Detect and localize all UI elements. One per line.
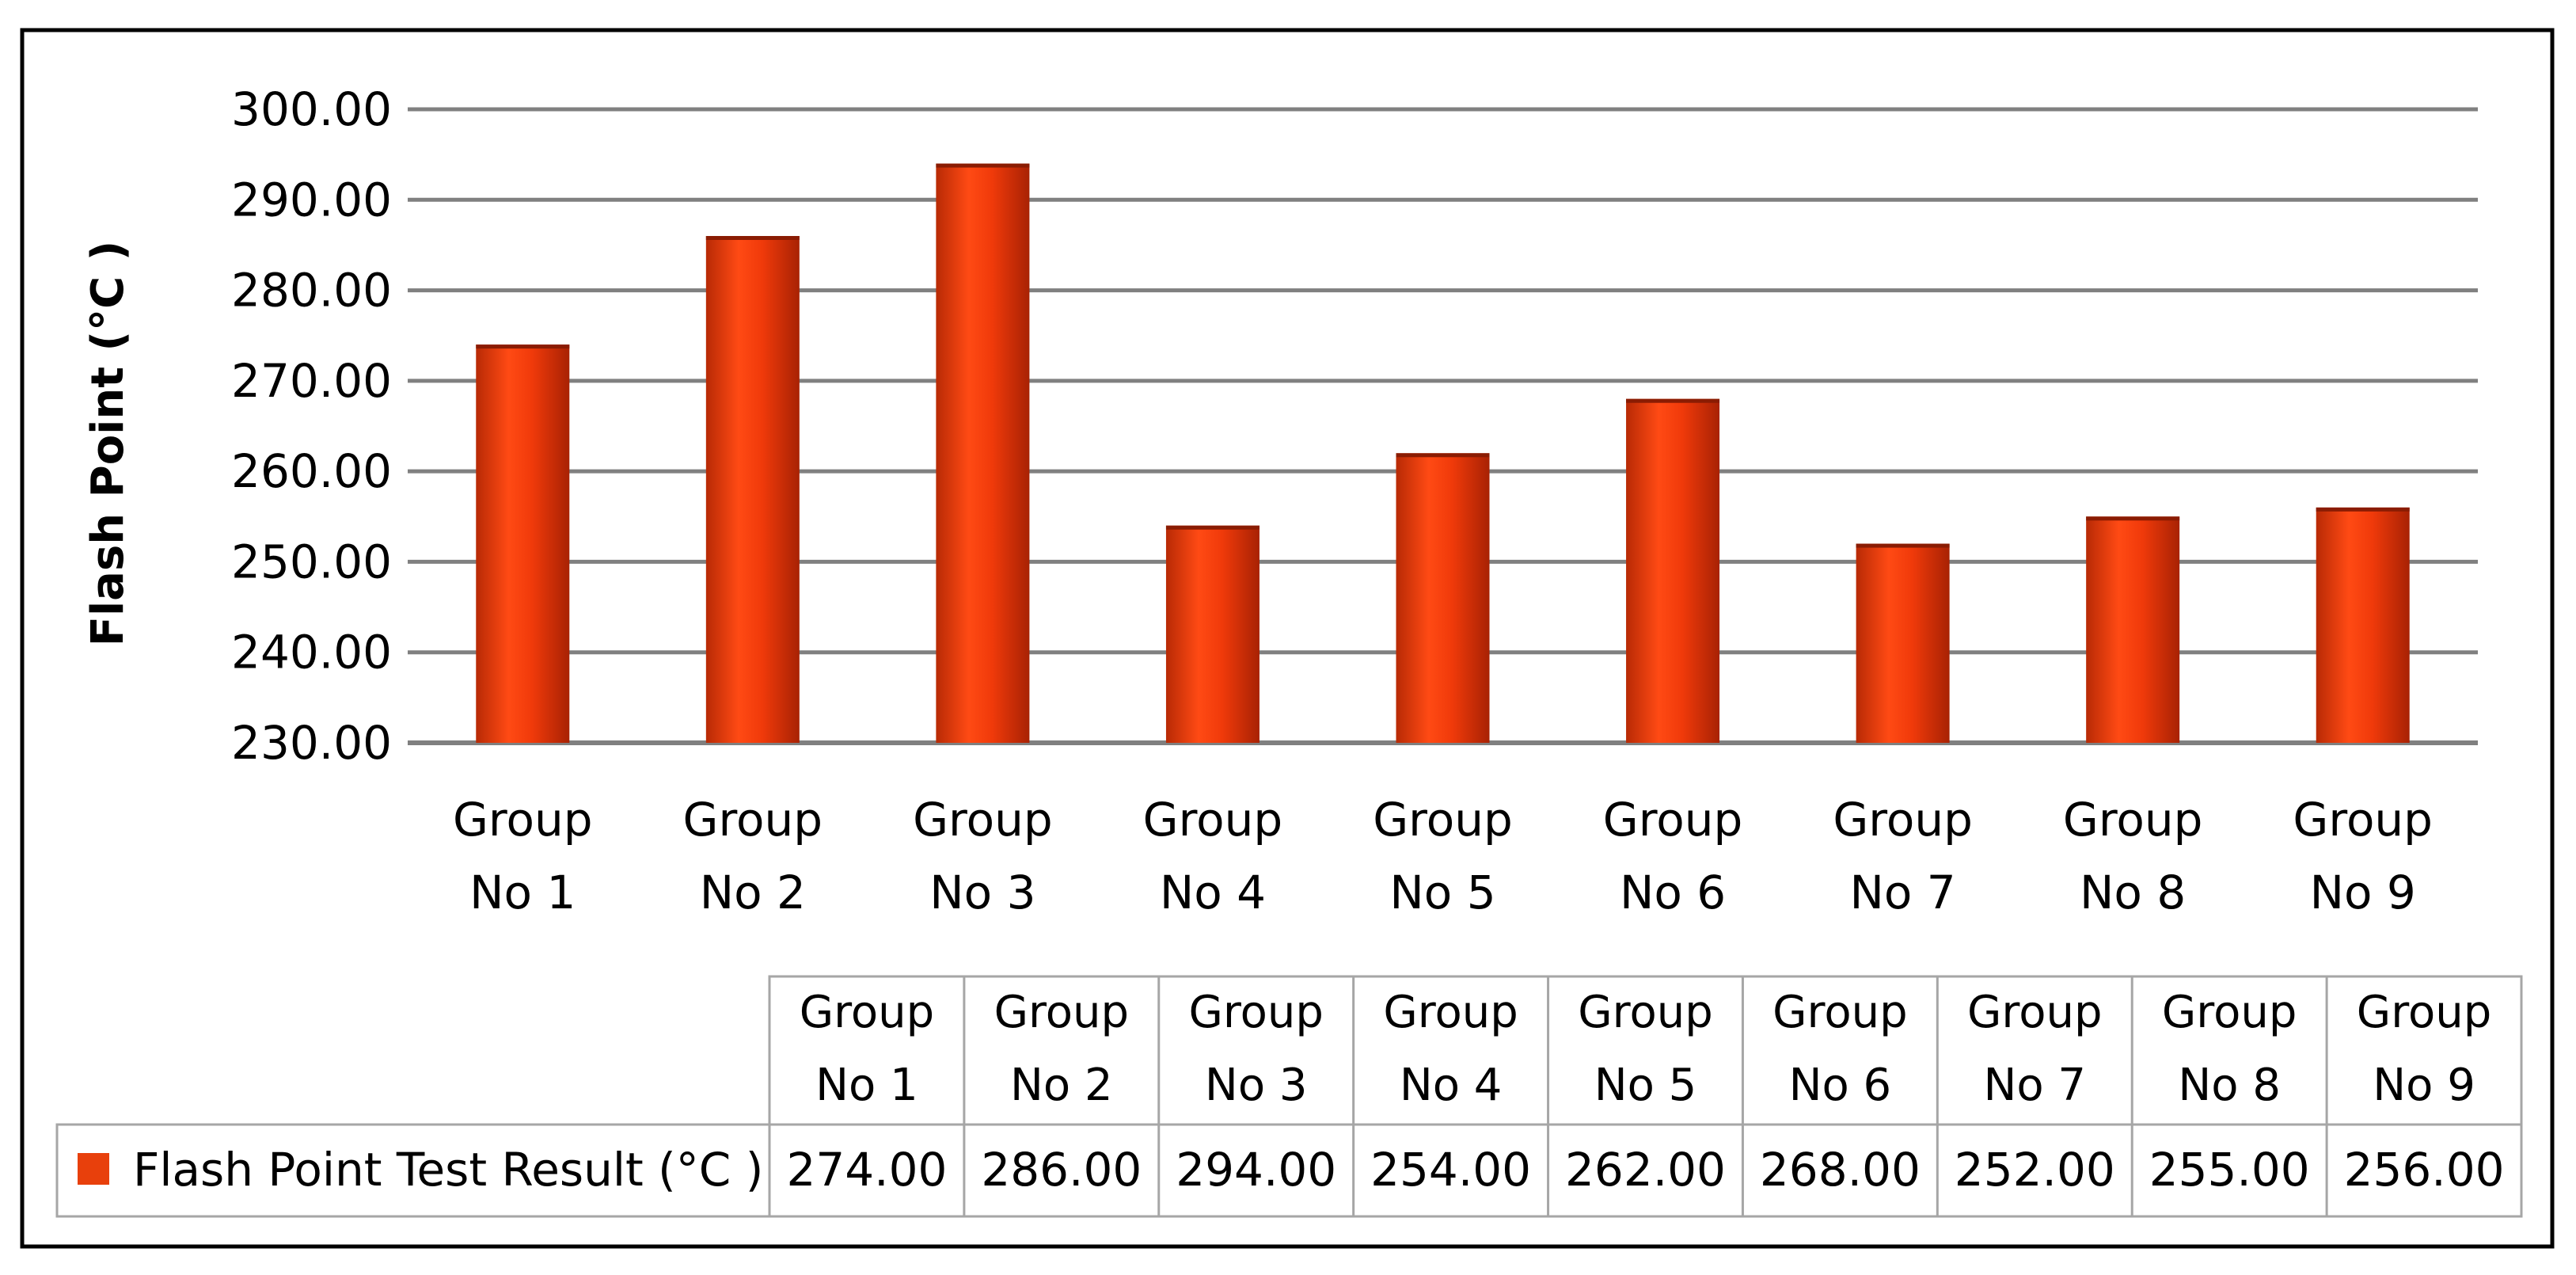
bar xyxy=(705,236,800,743)
bar-top-edge xyxy=(936,163,1030,168)
bar-top-edge xyxy=(2086,516,2180,521)
table-value: 262.00 xyxy=(1565,1143,1726,1197)
table-header-label: Group xyxy=(994,987,1130,1038)
y-tick-label: 230.00 xyxy=(231,716,392,770)
y-tick-label: 280.00 xyxy=(231,264,392,318)
y-tick-label: 270.00 xyxy=(231,354,392,408)
x-category-label: No 3 xyxy=(929,866,1035,919)
table-value: 256.00 xyxy=(2344,1143,2505,1197)
x-category-label: No 5 xyxy=(1389,866,1495,919)
bar xyxy=(2316,507,2410,743)
table-header-label: Group xyxy=(1967,987,2103,1038)
table-header-label: Group xyxy=(2162,987,2297,1038)
table-header-label: Group xyxy=(800,987,935,1038)
table-header-label: Group xyxy=(1772,987,1908,1038)
x-category-label: No 1 xyxy=(469,866,576,919)
bar xyxy=(476,344,570,743)
table-header-label: No 7 xyxy=(1983,1060,2086,1111)
x-category-label: No 6 xyxy=(1620,866,1726,919)
table-header-label: Group xyxy=(1383,987,1518,1038)
legend-series-name: Flash Point Test Result (°C ) xyxy=(133,1143,763,1197)
table-header-label: No 5 xyxy=(1594,1060,1697,1111)
x-category-label: Group xyxy=(1603,793,1743,847)
bar xyxy=(1626,398,1720,743)
table-header-label: No 8 xyxy=(2178,1060,2281,1111)
x-category-label: Group xyxy=(2063,793,2203,847)
bar xyxy=(1396,453,1490,743)
table-header-label: No 1 xyxy=(815,1060,918,1111)
x-category-label: Group xyxy=(1373,793,1513,847)
x-category-label: Group xyxy=(2293,793,2433,847)
bar xyxy=(936,163,1030,744)
x-category-label: Group xyxy=(683,793,823,847)
table-value: 294.00 xyxy=(1176,1143,1336,1197)
x-category-label: Group xyxy=(1143,793,1283,847)
table-value: 274.00 xyxy=(786,1143,947,1197)
x-category-label: No 2 xyxy=(700,866,806,919)
table-row-box xyxy=(55,1123,2523,1218)
y-tick-label: 260.00 xyxy=(231,444,392,498)
table-header-label: No 3 xyxy=(1205,1060,1308,1111)
table-header-label: Group xyxy=(2357,987,2492,1038)
table-value: 255.00 xyxy=(2149,1143,2310,1197)
x-category-label: No 9 xyxy=(2310,866,2416,919)
bar xyxy=(1856,543,1950,743)
table-header-label: Group xyxy=(1188,987,1324,1038)
x-category-label: No 8 xyxy=(2080,866,2186,919)
table-header-label: Group xyxy=(1578,987,1713,1038)
y-tick-label: 250.00 xyxy=(231,535,392,588)
bar-top-edge xyxy=(705,236,800,240)
table-value: 254.00 xyxy=(1370,1143,1531,1197)
x-category-label: No 7 xyxy=(1850,866,1956,919)
bar-top-edge xyxy=(2316,507,2410,512)
y-tick-label: 290.00 xyxy=(231,173,392,226)
table-value: 286.00 xyxy=(981,1143,1142,1197)
y-tick-label: 240.00 xyxy=(231,626,392,679)
table-header-label: No 2 xyxy=(1010,1060,1113,1111)
bar-top-edge xyxy=(1856,543,1950,548)
bar xyxy=(2086,516,2180,743)
x-category-label: Group xyxy=(453,793,593,847)
table-header-label: No 9 xyxy=(2373,1060,2475,1111)
table-value: 268.00 xyxy=(1760,1143,1921,1197)
y-tick-label: 300.00 xyxy=(231,82,392,136)
x-category-label: Group xyxy=(913,793,1053,847)
x-category-label: No 4 xyxy=(1160,866,1266,919)
bar-top-edge xyxy=(1396,453,1490,458)
x-category-label: Group xyxy=(1833,793,1973,847)
table-value: 252.00 xyxy=(1955,1143,2115,1197)
bar xyxy=(1165,525,1260,743)
y-axis-label: Flash Point (°C ) xyxy=(82,241,134,647)
table-header-label: No 6 xyxy=(1789,1060,1892,1111)
table-header-label: No 4 xyxy=(1400,1060,1503,1111)
bar-top-edge xyxy=(1626,398,1720,403)
bar-top-edge xyxy=(476,344,570,349)
legend-swatch xyxy=(78,1153,109,1185)
bar-top-edge xyxy=(1165,525,1260,530)
